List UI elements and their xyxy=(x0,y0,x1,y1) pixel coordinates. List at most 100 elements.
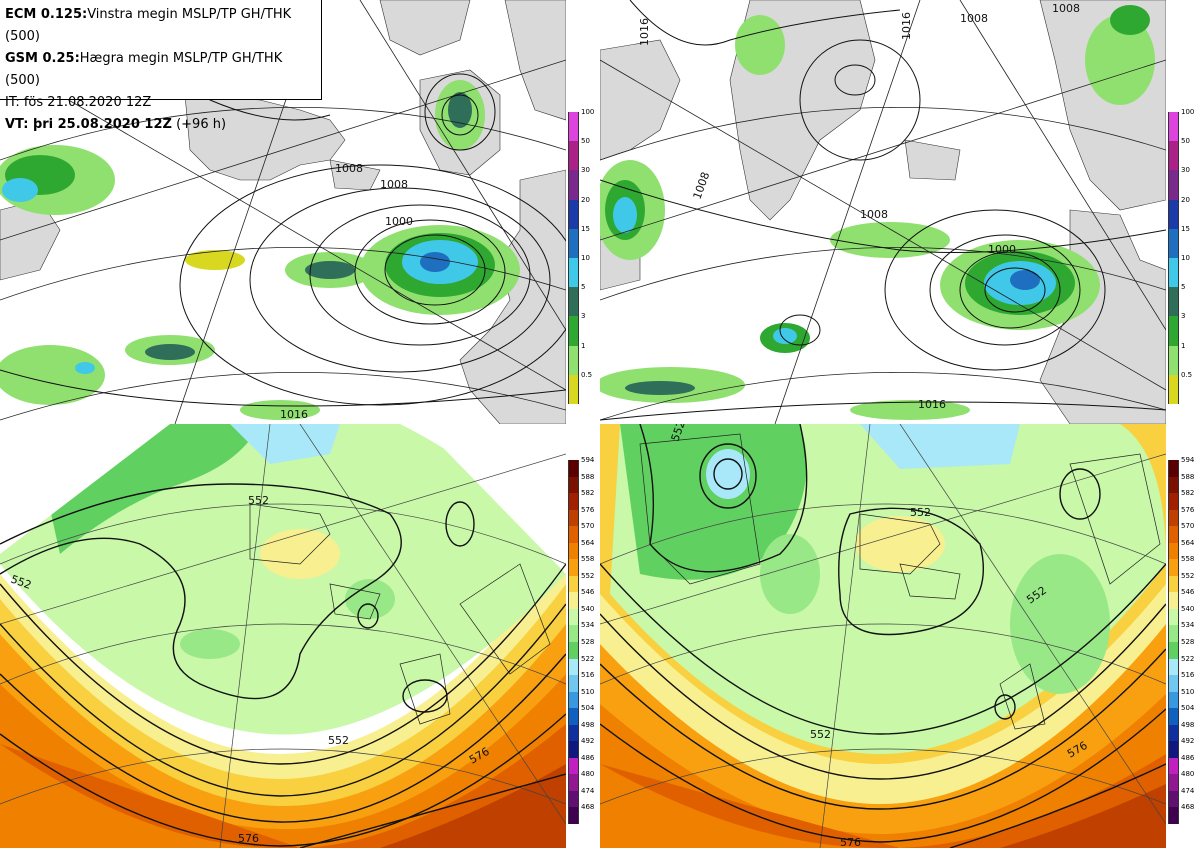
ecm-isobar-label: 1008 xyxy=(335,162,363,175)
precip-colorbar-swatch xyxy=(568,112,579,142)
precip-colorbar-swatch xyxy=(568,287,579,317)
thk-colorbar-swatch xyxy=(568,575,579,593)
thk-colorbar-tick-label: 594 xyxy=(581,456,595,464)
thk-colorbar-swatch xyxy=(568,608,579,626)
thk-colorbar-swatch xyxy=(568,741,579,758)
gsm-isobar-label: 1016 xyxy=(900,12,913,40)
ecm-height-label: 552 xyxy=(328,734,349,747)
thk-colorbar-swatch xyxy=(1168,708,1179,725)
thk-colorbar-swatch xyxy=(1168,608,1179,626)
ecm-model-desc: Vinstra megin MSLP/TP GH/THK (500) xyxy=(5,7,292,44)
gsm-height-label: 552 xyxy=(910,506,931,519)
precip-colorbar-swatch xyxy=(1168,228,1179,258)
ecm-isobar-label: 1000 xyxy=(385,215,413,228)
thk-colorbar-tick-label: 576 xyxy=(1181,505,1195,514)
precip-colorbar-swatch xyxy=(568,199,579,229)
precip-colorbar-tick-label: 1 xyxy=(1181,341,1186,350)
thk-colorbar-swatch xyxy=(568,708,579,725)
gsm-mslp-panel: 1008 1008 1016 1016 1000 1008 1016 1008 xyxy=(600,0,1166,424)
thk-colorbar-tick-label: 570 xyxy=(581,522,595,531)
thk-colorbar-tick-label: 486 xyxy=(581,753,595,762)
thk-colorbar-swatch xyxy=(1168,675,1179,692)
thk-colorbar-swatch xyxy=(568,526,579,543)
ecm-precip-colorbar: 100 50 30 20 15 10 5 3 1 0.5 xyxy=(568,108,602,404)
gsm-model-desc: Hægra megin MSLP/TP GH/THK (500) xyxy=(5,51,283,88)
precip-colorbar-swatch xyxy=(1168,345,1179,375)
thk-colorbar-swatch xyxy=(568,509,579,527)
thk-colorbar-tick-label: 492 xyxy=(581,737,595,746)
ecm-isobar-label: 1016 xyxy=(280,408,308,421)
thk-colorbar-tick-label: 558 xyxy=(1181,555,1195,564)
thk-colorbar-tick-label: 588 xyxy=(1181,472,1195,481)
ecm-model-line: ECM 0.125:Vinstra megin MSLP/TP GH/THK (… xyxy=(5,4,316,48)
gsm-isobar-label: 1016 xyxy=(638,18,651,46)
precip-colorbar-tick-label: 5 xyxy=(1181,283,1186,292)
precip-colorbar-tick-label: 50 xyxy=(1181,137,1190,146)
precip-colorbar-tick-label: 1 xyxy=(581,341,586,350)
thk-colorbar-swatch xyxy=(568,691,579,709)
thk-colorbar-tick-label: 516 xyxy=(581,671,595,680)
thk-colorbar-swatch xyxy=(1168,774,1179,791)
thk-colorbar-tick-label: 576 xyxy=(581,505,595,514)
precip-colorbar-tick-label: 3 xyxy=(1181,312,1186,321)
precip-colorbar-tick-label: 100 xyxy=(1181,108,1195,116)
precip-colorbar-swatch xyxy=(1168,199,1179,229)
precip-colorbar-tick-label: 5 xyxy=(581,283,586,292)
thk-colorbar-tick-label: 480 xyxy=(1181,770,1195,779)
precip-colorbar-swatch xyxy=(568,170,579,200)
precip-colorbar-tick-label: 3 xyxy=(581,312,586,321)
precip-colorbar-tick-label: 30 xyxy=(1181,166,1190,175)
thk-colorbar-tick-label: 594 xyxy=(1181,456,1195,464)
thk-colorbar-tick-label: 534 xyxy=(1181,621,1195,630)
thk-colorbar-tick-label: 570 xyxy=(1181,522,1195,531)
thk-colorbar-swatch xyxy=(568,757,579,775)
gsm-precip-colorbar: 100 50 30 20 15 10 5 3 1 0.5 xyxy=(1168,108,1200,404)
thk-colorbar-swatch xyxy=(1168,691,1179,709)
thk-colorbar-tick-label: 510 xyxy=(581,687,595,696)
gsm-gh-panel: 552 552 552 552 576 576 xyxy=(600,424,1166,848)
thk-colorbar-swatch xyxy=(568,675,579,692)
thk-colorbar-tick-label: 492 xyxy=(1181,737,1195,746)
thk-colorbar-tick-label: 522 xyxy=(581,654,595,663)
precip-colorbar-swatch xyxy=(568,374,579,404)
thk-colorbar-tick-label: 468 xyxy=(1181,803,1195,812)
ecm-model-name: ECM 0.125: xyxy=(5,7,88,22)
thk-colorbar-swatch xyxy=(568,658,579,676)
precip-colorbar-swatch xyxy=(568,345,579,375)
thk-colorbar-tick-label: 552 xyxy=(581,571,595,580)
thk-colorbar-swatch xyxy=(568,592,579,609)
thk-colorbar-swatch xyxy=(1168,592,1179,609)
gsm-isobar-label: 1008 xyxy=(860,208,888,221)
thk-colorbar-swatch xyxy=(1168,790,1179,808)
valid-time: VT: þri 25.08.2020 12Z xyxy=(5,117,172,132)
thk-colorbar-swatch xyxy=(1168,757,1179,775)
precip-colorbar-swatch xyxy=(1168,170,1179,200)
ecm-thk-colorbar: 594 588 582 576 570 564 558 552 546 540 534 528 522 5… xyxy=(568,456,602,824)
gsm-isobar-label: 1008 xyxy=(960,12,988,25)
thk-colorbar-swatch xyxy=(568,790,579,808)
thk-colorbar-tick-label: 540 xyxy=(1181,604,1195,613)
gsm-height-label: 576 xyxy=(840,836,861,848)
thk-colorbar-swatch xyxy=(1168,741,1179,758)
ecm-gh-panel: 552 552 552 576 576 xyxy=(0,424,566,848)
thk-colorbar-swatch xyxy=(1168,575,1179,593)
precip-colorbar-tick-label: 0.5 xyxy=(1181,370,1193,379)
thk-colorbar-tick-label: 564 xyxy=(581,538,595,547)
gsm-model-line: GSM 0.25:Hægra megin MSLP/TP GH/THK (500… xyxy=(5,48,316,92)
precip-colorbar-swatch xyxy=(568,228,579,258)
precip-colorbar-tick-label: 15 xyxy=(1181,224,1190,233)
ecm-isobar-label: 1008 xyxy=(380,178,408,191)
thk-colorbar-tick-label: 498 xyxy=(581,720,595,729)
thk-colorbar-swatch xyxy=(1168,625,1179,642)
thk-colorbar-tick-label: 582 xyxy=(581,489,595,498)
forecast-info-box: ECM 0.125:Vinstra megin MSLP/TP GH/THK (… xyxy=(0,0,322,132)
thk-colorbar-swatch xyxy=(568,807,579,824)
precip-colorbar-swatch xyxy=(568,258,579,288)
thk-colorbar-swatch xyxy=(568,774,579,791)
thk-colorbar-swatch xyxy=(568,493,579,510)
thk-colorbar-swatch xyxy=(1168,509,1179,527)
precip-colorbar-tick-label: 20 xyxy=(581,195,590,204)
precip-colorbar-tick-label: 100 xyxy=(581,108,595,116)
precip-colorbar-tick-label: 30 xyxy=(581,166,590,175)
thk-colorbar-tick-label: 480 xyxy=(581,770,595,779)
